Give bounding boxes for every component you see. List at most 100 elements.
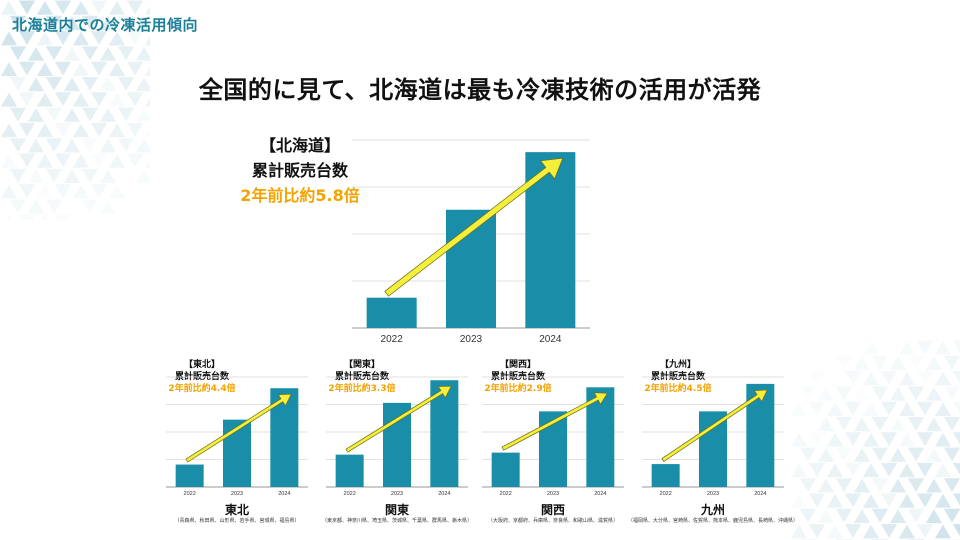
decorative-triangle <box>790 461 809 479</box>
chart-region-label: 【関東】 <box>343 360 380 370</box>
region-name: 関東 <box>384 503 409 517</box>
decorative-triangle <box>0 0 19 16</box>
decorative-triangle <box>62 106 82 123</box>
decorative-triangle <box>107 182 127 200</box>
decorative-triangle <box>35 182 55 200</box>
decorative-triangle <box>942 416 960 433</box>
decorative-triangle <box>933 522 953 540</box>
decorative-triangle <box>53 152 73 170</box>
decorative-triangle-pattern-bottom-right <box>790 340 960 540</box>
decorative-triangle <box>843 431 863 449</box>
decorative-triangle <box>790 400 809 417</box>
chart-region-label: 【東北】 <box>183 360 220 370</box>
decorative-triangle <box>879 492 899 510</box>
decorative-triangle <box>807 431 827 449</box>
chart-ratio-label: 2年前比約2.9倍 <box>484 384 552 394</box>
decorative-triangle <box>62 167 82 185</box>
decorative-triangle <box>897 340 917 356</box>
bar-2023 <box>699 411 727 487</box>
decorative-triangle <box>897 492 917 509</box>
decorative-triangle <box>35 121 55 139</box>
decorative-triangle <box>5 213 13 220</box>
decorative-triangle <box>933 340 953 356</box>
decorative-triangle <box>71 182 91 200</box>
decorative-triangle <box>80 106 100 124</box>
decorative-triangle <box>98 106 118 123</box>
chart-plot: 2022 2023 2024 <box>642 376 784 497</box>
decorative-triangle <box>8 106 28 124</box>
x-tick-label: 2023 <box>391 491 403 497</box>
decorative-triangle <box>951 523 960 539</box>
bar-2022 <box>366 297 417 328</box>
region-name: 東北 <box>224 503 249 517</box>
decorative-triangle <box>879 400 899 418</box>
decorative-triangle <box>17 121 37 139</box>
decorative-triangle <box>825 400 845 417</box>
decorative-triangle <box>807 400 827 418</box>
decorative-triangle <box>897 430 917 448</box>
decorative-triangle <box>26 106 46 123</box>
region-name: 関西 <box>540 503 565 517</box>
decorative-triangle <box>125 0 145 17</box>
decorative-triangle <box>861 400 881 417</box>
decorative-triangle <box>53 121 73 139</box>
decorative-triangle <box>915 461 935 479</box>
decorative-triangle <box>879 370 899 387</box>
decorative-triangle <box>17 0 37 17</box>
decorative-triangle <box>790 430 809 448</box>
bar-2022 <box>335 454 364 487</box>
trend-arrow <box>661 389 768 462</box>
decorative-triangle <box>80 167 100 185</box>
decorative-triangle <box>816 507 836 525</box>
decorative-triangle <box>116 45 136 63</box>
kansai-sales-chart: 【関西】 累計販売台数 2年前比約2.9倍 2022 2023 2024 関西 （大… <box>478 355 628 524</box>
decorative-triangle <box>98 44 118 62</box>
decorative-triangle <box>125 121 145 139</box>
decorative-triangle <box>107 121 127 139</box>
decorative-triangle <box>71 152 91 169</box>
decorative-triangle <box>134 167 150 185</box>
trend-arrow <box>185 393 292 463</box>
x-tick-label: 2024 <box>754 491 766 497</box>
chart-region-label: 【関西】 <box>499 360 536 370</box>
decorative-triangle <box>80 45 100 63</box>
decorative-triangle <box>89 152 109 170</box>
decorative-triangle <box>870 416 890 433</box>
bar-2023 <box>383 402 411 487</box>
decorative-triangle <box>852 384 872 402</box>
decorative-triangle <box>924 415 944 433</box>
decorative-triangle <box>17 152 37 170</box>
decorative-triangle <box>879 431 899 449</box>
decorative-triangle <box>852 446 872 463</box>
decorative-triangle <box>843 492 863 510</box>
bar-2022 <box>491 452 520 487</box>
decorative-triangle <box>0 182 19 200</box>
x-tick-label: 2023 <box>460 334 483 345</box>
decorative-triangle <box>834 416 854 433</box>
decorative-triangle <box>134 136 150 154</box>
chart-plot: 2022 2023 2024 <box>166 376 308 497</box>
chart-plot: 2022 2023 2024 <box>482 376 624 497</box>
decorative-triangle <box>26 136 46 154</box>
decorative-triangle <box>116 106 136 124</box>
page-headline: 全国的に見て、北海道は最も冷凍技術の活用が活発 <box>198 76 762 104</box>
decorative-triangle <box>798 507 818 525</box>
decorative-triangle <box>44 198 64 216</box>
decorative-triangle <box>924 446 944 463</box>
decorative-triangle <box>888 384 908 402</box>
decorative-triangle <box>915 492 935 510</box>
decorative-triangle <box>888 507 908 525</box>
decorative-triangle <box>798 446 818 464</box>
decorative-triangle <box>897 522 917 540</box>
decorative-triangle <box>8 45 28 63</box>
decorative-triangle <box>825 492 845 509</box>
decorative-triangle <box>861 369 881 387</box>
x-tick-label: 2024 <box>278 491 290 497</box>
prefecture-list: （青森県、秋田県、山形県、岩手県、宮城県、福島県） <box>174 518 300 524</box>
decorative-triangle <box>44 45 64 63</box>
chart-metric-label: 累計販売台数 <box>251 161 348 180</box>
decorative-triangle <box>807 370 827 387</box>
decorative-triangle <box>861 461 881 479</box>
chart-plot: 2022 2023 2024 <box>326 376 468 497</box>
decorative-triangle <box>125 152 145 170</box>
